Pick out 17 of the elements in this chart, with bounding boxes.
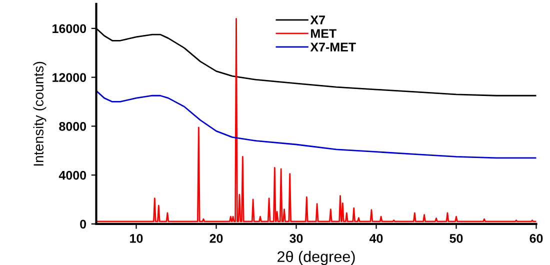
y-axis-title: Intensity (counts) bbox=[33, 62, 46, 166]
y-tick-label: 0 bbox=[80, 220, 86, 229]
legend-label: X7-MET bbox=[310, 42, 356, 52]
x-tick-label: 60 bbox=[530, 234, 543, 243]
x-tick-label: 20 bbox=[210, 234, 223, 243]
x-tick-label: 30 bbox=[290, 234, 303, 243]
legend-label: MET bbox=[311, 29, 336, 38]
legend-label: X7 bbox=[310, 16, 325, 24]
x-axis-title: 2θ (degree) bbox=[278, 250, 355, 265]
x-tick-label: 10 bbox=[130, 234, 143, 243]
x-tick-label: 50 bbox=[450, 234, 463, 243]
y-tick-label: 4000 bbox=[58, 170, 86, 180]
y-tick-label: 16000 bbox=[52, 24, 86, 34]
line-series bbox=[96, 90, 536, 159]
x-tick-label: 40 bbox=[369, 234, 383, 243]
y-tick-label: 8000 bbox=[59, 122, 86, 131]
y-tick-label: 12000 bbox=[52, 73, 86, 82]
